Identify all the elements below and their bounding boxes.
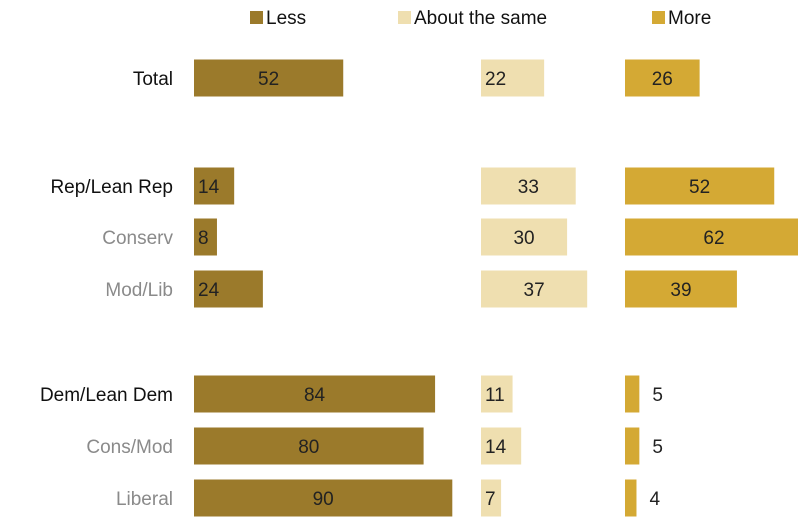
value-label-2-3: 39 — [670, 280, 691, 301]
category-label-1: Rep/Lean Rep — [50, 177, 173, 198]
legend-label-2: More — [668, 8, 711, 29]
value-label-1-4: 11 — [485, 385, 505, 406]
legend-label-0: Less — [266, 8, 306, 29]
bar-0-6 — [194, 479, 453, 517]
bar-2-1 — [625, 167, 775, 205]
value-label-1-5: 14 — [485, 437, 507, 458]
value-label-2-2: 62 — [703, 228, 724, 249]
value-label-2-6: 4 — [649, 489, 660, 510]
bar-1-4 — [481, 375, 513, 413]
bar-0-1 — [194, 167, 235, 205]
bar-2-2 — [625, 218, 798, 256]
bar-2-5 — [625, 427, 640, 465]
bar-2-6 — [625, 479, 637, 517]
bar-1-5 — [481, 427, 522, 465]
value-label-1-0: 22 — [485, 69, 506, 90]
value-label-0-6: 90 — [313, 489, 334, 510]
value-label-0-0: 52 — [258, 69, 279, 90]
value-label-1-1: 33 — [518, 177, 539, 198]
value-label-0-2: 8 — [198, 228, 209, 249]
category-label-6: Liberal — [116, 489, 173, 510]
bar-2-3 — [625, 270, 737, 308]
bar-0-3 — [194, 270, 263, 308]
category-label-4: Dem/Lean Dem — [40, 385, 173, 406]
bar-1-6 — [481, 479, 502, 517]
bar-1-3 — [481, 270, 588, 308]
value-label-2-5: 5 — [652, 437, 663, 458]
bar-2-4 — [625, 375, 640, 413]
legend: Less About the same More — [250, 8, 711, 29]
bar-2-0 — [625, 59, 700, 97]
value-label-0-1: 14 — [198, 177, 220, 198]
legend-swatch-1 — [398, 11, 411, 24]
legend-swatch-0 — [250, 11, 263, 24]
value-label-1-2: 30 — [513, 228, 534, 249]
bar-0-0 — [194, 59, 344, 97]
category-label-0: Total — [133, 69, 173, 90]
legend-swatch-2 — [652, 11, 665, 24]
bar-0-5 — [194, 427, 424, 465]
category-labels: Total Rep/Lean Rep Conserv Mod/Lib Dem/Lean … — [40, 69, 174, 510]
value-label-2-0: 26 — [652, 69, 673, 90]
bar-0-2 — [194, 218, 217, 256]
value-label-0-5: 80 — [298, 437, 319, 458]
value-label-0-4: 84 — [304, 385, 326, 406]
value-label-1-6: 7 — [485, 489, 496, 510]
category-label-3: Mod/Lib — [105, 280, 173, 301]
value-label-2-4: 5 — [652, 385, 663, 406]
category-label-5: Cons/Mod — [86, 437, 173, 458]
bar-1-0 — [481, 59, 545, 97]
bar-0-4 — [194, 375, 436, 413]
value-label-2-1: 52 — [689, 177, 710, 198]
legend-label-1: About the same — [414, 8, 547, 29]
bar-1-1 — [481, 167, 576, 205]
bar-1-2 — [481, 218, 568, 256]
bars: 52 14 8 24 84 80 90 22 33 30 37 11 14 7 26 52 62 39 5 5 4 — [194, 59, 798, 517]
value-label-1-3: 37 — [524, 280, 545, 301]
value-label-0-3: 24 — [198, 280, 220, 301]
category-label-2: Conserv — [102, 228, 173, 249]
